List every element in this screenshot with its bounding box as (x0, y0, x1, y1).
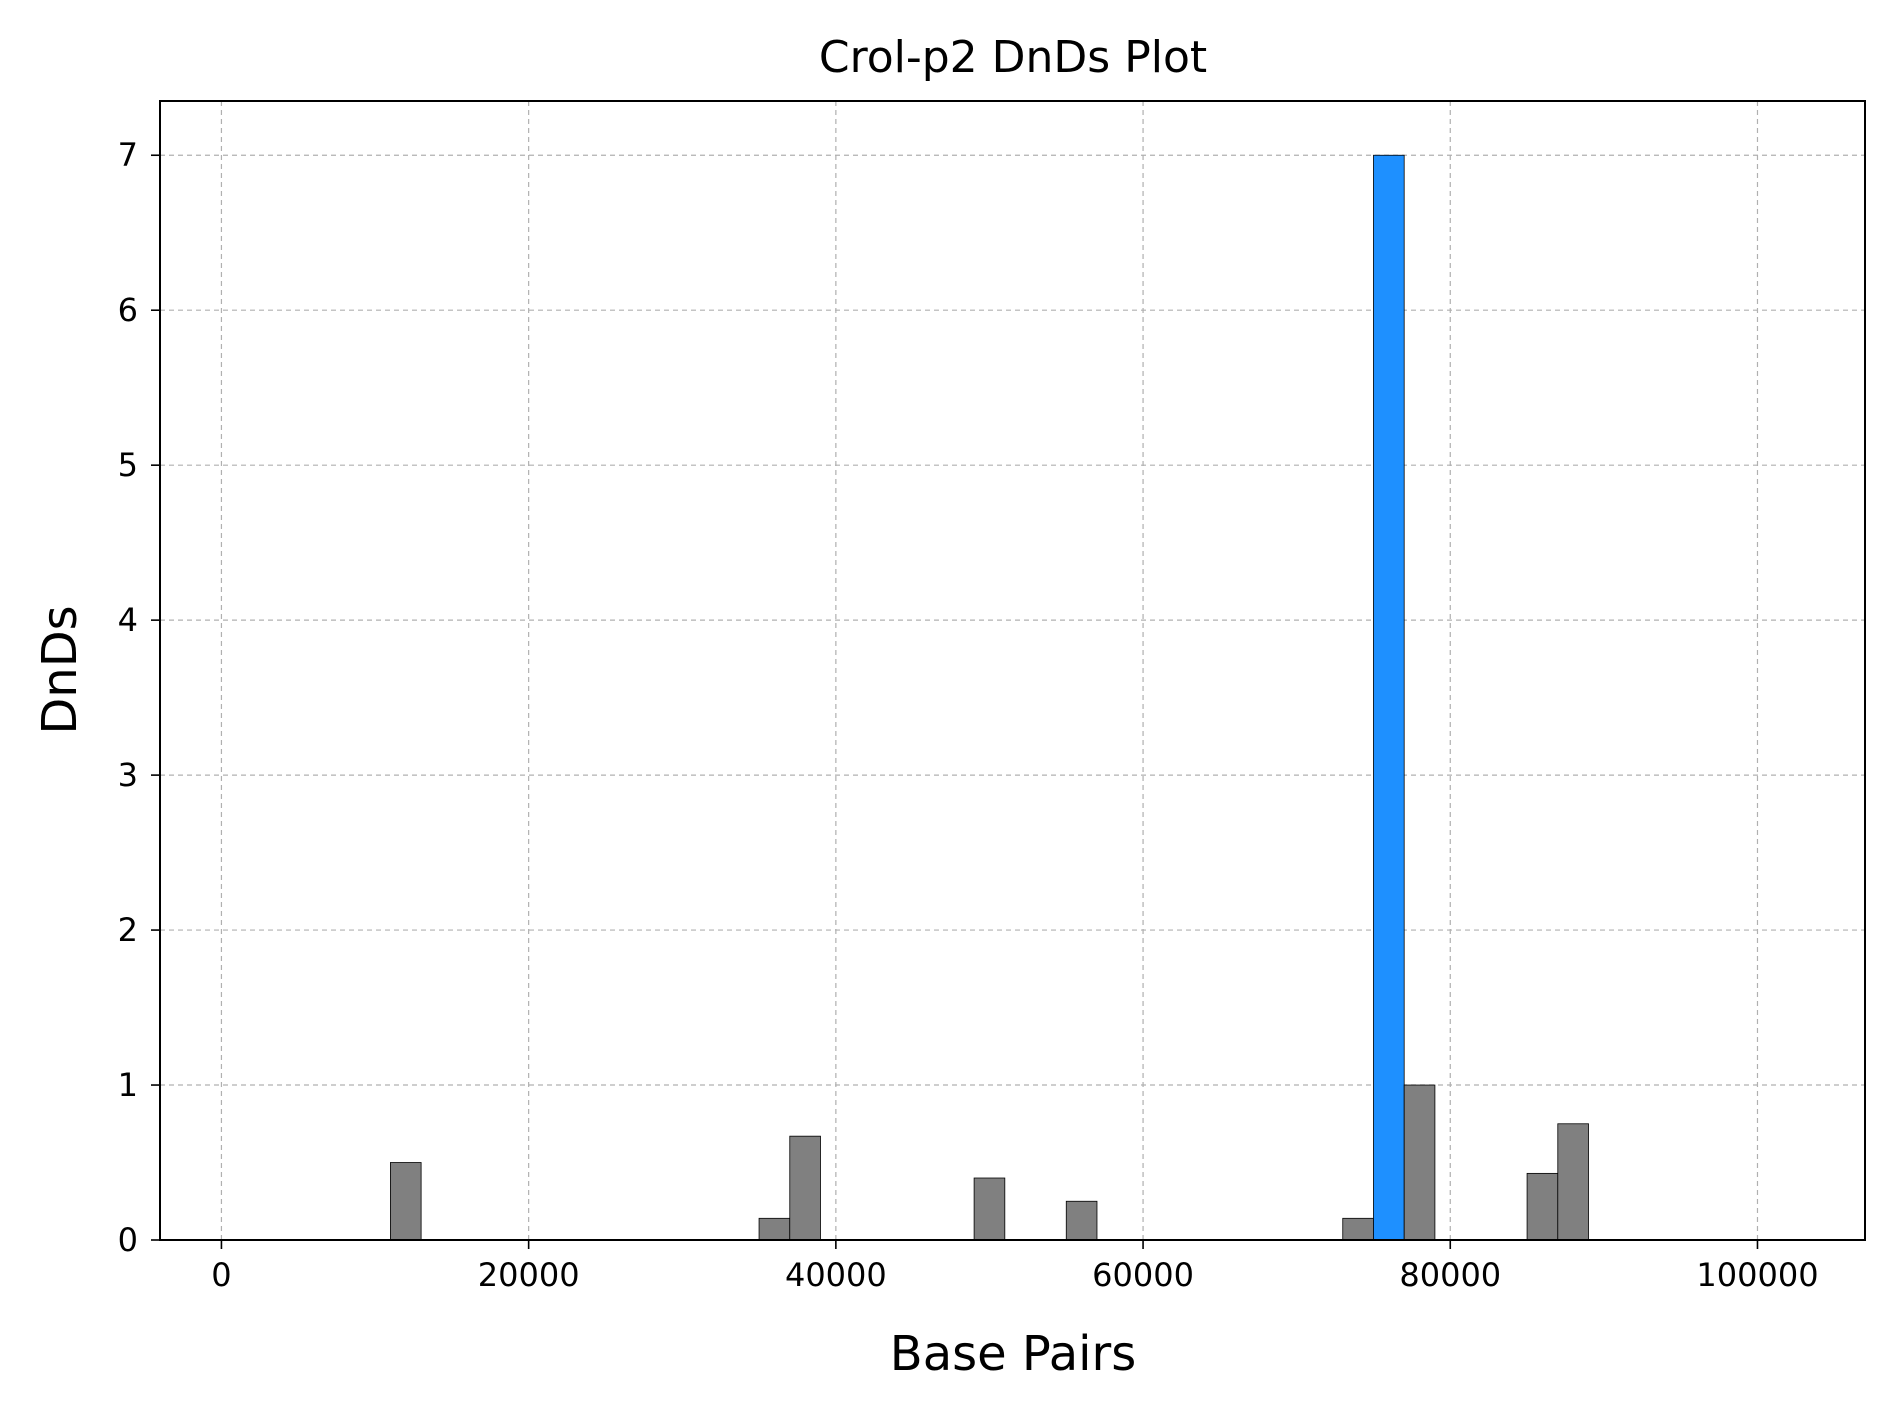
x-tick-label: 0 (211, 1256, 231, 1294)
bar (390, 1162, 422, 1241)
x-tick-label: 80000 (1399, 1256, 1501, 1294)
y-tick-label: 7 (118, 136, 138, 174)
y-tick-label: 2 (118, 911, 138, 949)
y-tick-label: 3 (118, 756, 138, 794)
axis-ticks: 0 20000 40000 60000 80000 100000 0 1 2 3 4 5 6 7 (118, 136, 1819, 1294)
y-tick-label: 6 (118, 291, 138, 329)
bar (1403, 1084, 1436, 1241)
y-axis-label: DnDs (32, 605, 88, 734)
x-tick-label: 20000 (478, 1256, 580, 1294)
bar (973, 1177, 1006, 1241)
bars (390, 154, 1589, 1241)
bar (1373, 154, 1405, 1241)
y-tick-label: 1 (118, 1066, 138, 1104)
x-tick-label: 40000 (785, 1256, 887, 1294)
bar (1065, 1200, 1098, 1241)
y-tick-label: 0 (118, 1221, 138, 1259)
bar (758, 1217, 791, 1241)
y-tick-label: 5 (118, 446, 138, 484)
bar (1557, 1123, 1589, 1241)
bar (1526, 1172, 1559, 1241)
x-tick-label: 100000 (1696, 1256, 1818, 1294)
x-axis-label: Base Pairs (890, 1326, 1136, 1382)
grid-lines (160, 101, 1865, 1241)
chart-title: Crol-p2 DnDs Plot (819, 32, 1207, 83)
bar (1342, 1217, 1374, 1241)
bar (789, 1135, 821, 1241)
y-tick-label: 4 (118, 601, 138, 639)
x-tick-label: 60000 (1092, 1256, 1194, 1294)
plot-frame (159, 100, 1866, 1241)
